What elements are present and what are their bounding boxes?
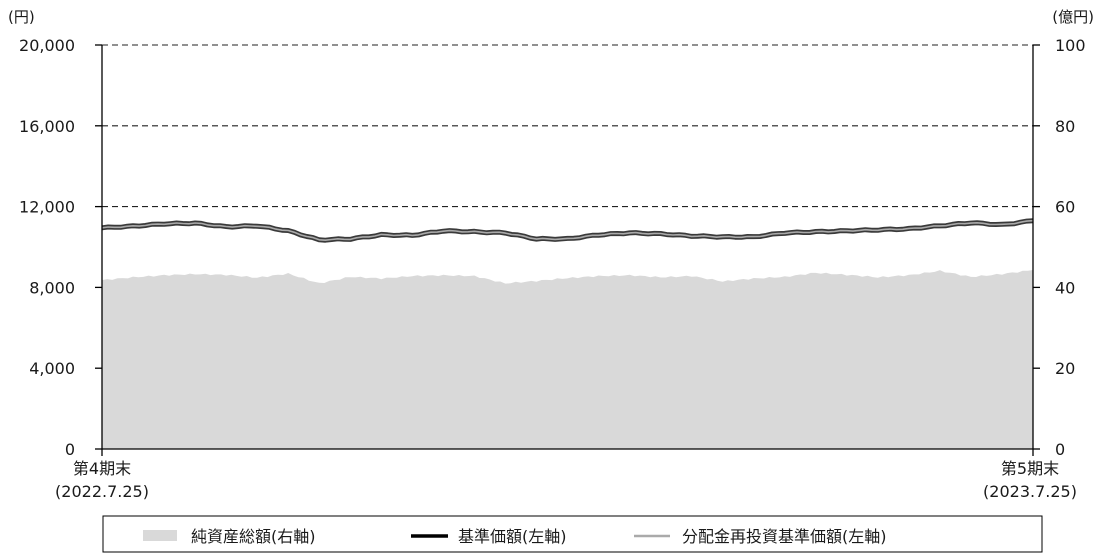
- x-label-start-date: (2022.7.25): [55, 482, 149, 501]
- x-label-start-period: 第4期末: [73, 459, 131, 478]
- x-label-end-period: 第5期末: [1001, 459, 1059, 478]
- legend-label-reinvested-nav: 分配金再投資基準価額(左軸): [682, 527, 887, 546]
- legend-label-nav: 基準価額(左軸): [458, 527, 567, 546]
- legend-swatch-net-assets: [143, 530, 177, 541]
- right-axis-ticks: 100 80 60 40 20 0: [1033, 36, 1086, 459]
- left-tick-label: 20,000: [19, 36, 75, 55]
- left-tick-label: 8,000: [29, 278, 75, 297]
- legend: 純資産総額(右軸) 基準価額(左軸) 分配金再投資基準価額(左軸): [102, 515, 1043, 553]
- right-tick-label: 40: [1055, 278, 1075, 297]
- net-assets-area: [102, 270, 1033, 449]
- left-axis-ticks: 20,000 16,000 12,000 8,000 4,000 0: [19, 36, 102, 459]
- right-axis-unit: (億円): [1052, 8, 1094, 26]
- left-axis-unit: (円): [8, 8, 35, 26]
- reinvested-nav-line: [101, 219, 1034, 241]
- right-tick-label: 60: [1055, 198, 1075, 217]
- left-tick-label: 4,000: [29, 359, 75, 378]
- right-tick-label: 80: [1055, 117, 1075, 136]
- left-tick-label: 0: [65, 440, 75, 459]
- x-label-end-date: (2023.7.25): [983, 482, 1077, 501]
- right-tick-label: 0: [1055, 440, 1065, 459]
- gridlines: [102, 44, 1033, 208]
- nav-line: [101, 218, 1034, 243]
- legend-label-net-assets: 純資産総額(右軸): [191, 527, 316, 546]
- left-tick-label: 16,000: [19, 117, 75, 136]
- left-tick-label: 12,000: [19, 198, 75, 217]
- legend-box: [102, 515, 1043, 553]
- right-tick-label: 100: [1055, 36, 1086, 55]
- right-tick-label: 20: [1055, 359, 1075, 378]
